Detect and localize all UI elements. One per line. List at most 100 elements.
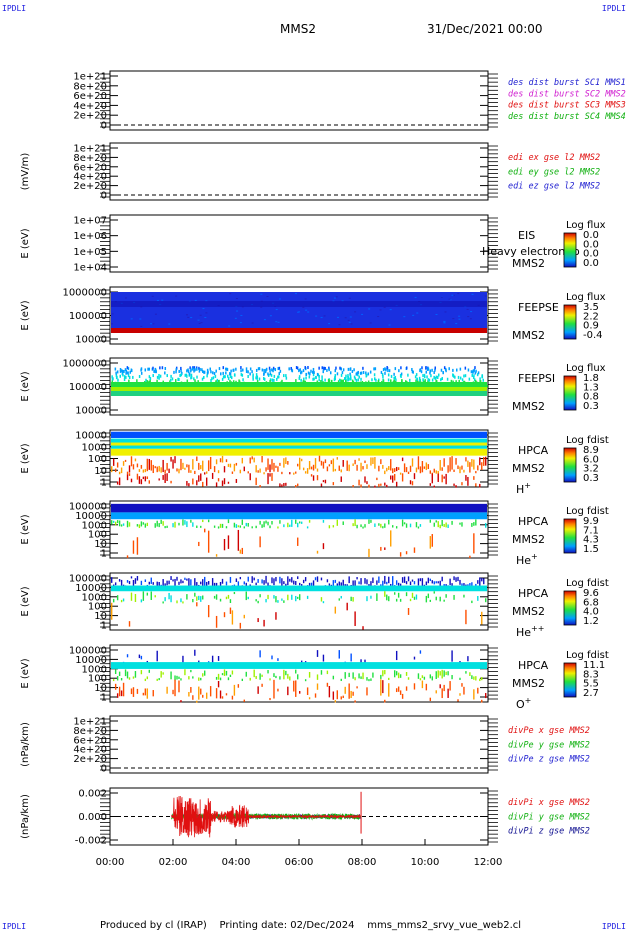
spectrogram-pixel [166,374,168,378]
instrument-label: HPCA [518,515,549,528]
spectrogram-pixel [368,548,370,558]
spectrogram-pixel [180,373,183,377]
spectrogram-pixel [435,596,437,601]
spectrogram-pixel [360,377,362,381]
spectrogram-pixel [470,311,473,313]
spectrogram-pixel [140,325,143,327]
spectrogram-pixel [316,475,319,481]
spectrogram-pixel [434,376,437,380]
spectrogram-pixel [379,309,382,311]
spectrogram-pixel [417,456,420,470]
spectrogram-pixel [378,523,380,526]
spectrogram-pixel [415,379,417,383]
spectrogram-pixel [336,583,338,587]
spectrogram-pixel [405,467,408,473]
spectrogram-pixel [415,467,418,473]
spectrogram-pixel [235,298,238,300]
spectrogram-pixel [463,374,465,378]
colorbar-value: 2.2 [583,311,599,322]
spectrogram-pixel [378,465,380,472]
spectrogram-pixel [308,697,311,700]
spectrogram-pixel [295,595,297,602]
spectrogram-pixel [366,596,368,602]
spectrogram-pixel [485,693,487,699]
spectrogram-pixel [336,457,338,460]
spectrogram-pixel [202,308,205,310]
spectrogram-pixel [382,526,384,529]
spectrogram-pixel [168,580,170,585]
spectrogram-pixel [473,374,475,378]
spectrogram-pixel [289,472,291,475]
spectrogram-pixel [382,375,384,379]
y-axis-label: E (eV) [20,586,31,616]
spectrogram-pixel [334,606,337,614]
y-tick-label: 100 [88,602,107,613]
spectrogram-pixel [302,369,305,373]
spectrogram-pixel [429,483,432,486]
y-tick-label: 1e+05 [73,247,107,258]
spectrogram-pixel [360,462,362,472]
spectrogram-pixel [180,598,182,603]
spectrogram-pixel [148,375,151,379]
spectrogram-pixel [200,525,202,528]
spectrogram-pixel [153,369,155,373]
spectrogram-pixel [128,473,131,476]
spectrogram-pixel [439,684,441,689]
spectrogram-pixel [360,659,362,663]
spectrogram-pixel [451,456,453,470]
spectrogram-pixel [257,367,260,371]
spectrogram-pixel [382,379,385,383]
spectrogram-pixel [174,675,176,681]
spectrogram-pixel [160,671,162,678]
spectrogram-pixel [209,456,212,470]
colorbar-value: 3.2 [583,464,599,475]
spectrogram-pixel [321,366,324,370]
y-tick-label: 10 [94,611,107,622]
spectrogram-pixel [285,457,287,464]
spectrogram-pixel [384,547,386,550]
spectrogram-pixel [393,376,395,380]
species-charge: + [531,552,538,561]
spectrogram-pixel [150,323,153,325]
spectrogram-pixel [281,598,283,601]
spectrogram-pixel [122,523,125,526]
spectrogram-pixel [112,679,115,682]
spectrogram-pixel [283,600,285,603]
spectrogram-pixel [190,369,192,373]
y-tick-label: 100000 [69,311,107,322]
spectrogram-pixel [356,464,358,471]
spectrogram-pixel [374,457,376,469]
spectrogram-pixel [213,595,216,599]
y-tick-label: 0.002 [78,789,107,800]
spectrogram-band [111,442,487,446]
spectrogram-pixel [390,530,392,547]
spectrogram-pixel [175,368,177,372]
spectrogram-pixel [358,375,360,379]
spectrogram-pixel [314,577,317,581]
spectrogram-pixel [461,465,463,470]
y-axis-label: E (eV) [20,228,31,258]
spectrogram-pixel [457,375,460,379]
spectrogram-pixel [138,469,141,472]
spectrogram-pixel [414,297,417,299]
spacecraft-label: MMS2 [512,462,545,475]
spectrogram-pixel [217,526,220,529]
spectrogram-pixel [176,600,178,604]
spectrogram-pixel [196,602,198,607]
spectrogram-pixel [469,583,471,586]
colorbar-title: Log fdist [566,578,609,589]
spectrogram-pixel [415,373,418,377]
x-tick-label: 04:00 [222,857,251,868]
spectrogram-pixel [392,468,394,474]
spectrogram-pixel [223,612,226,618]
spectrogram-pixel [125,371,127,375]
spectrogram-pixel [164,367,167,371]
spectrogram-pixel [174,456,176,464]
y-tick-label: 100 [88,454,107,465]
spectrogram-pixel [249,457,251,464]
spectrogram-pixel [314,458,317,469]
spectrogram-pixel [354,580,356,587]
instrument-label: FEEPSE [518,301,559,314]
